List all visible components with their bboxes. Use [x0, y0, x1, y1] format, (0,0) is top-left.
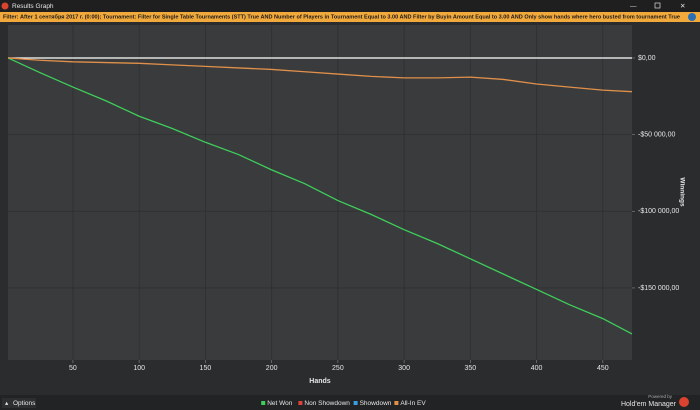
legend-label: Net Won — [267, 400, 293, 407]
grid — [8, 25, 635, 363]
close-button[interactable]: ✕ — [680, 3, 685, 10]
footer — [0, 395, 700, 410]
maximize-button[interactable] — [654, 2, 661, 9]
app-icon — [1, 2, 9, 10]
x-tick-label: 100 — [133, 365, 145, 372]
legend-swatch — [261, 401, 266, 405]
x-tick-label: 150 — [200, 365, 212, 372]
x-tick-label: 400 — [531, 365, 543, 372]
series-line — [7, 57, 633, 335]
title-bar — [0, 0, 700, 12]
legend-label: Showdown — [360, 400, 392, 407]
options-label: Options — [13, 400, 36, 407]
legend-swatch — [298, 401, 303, 405]
y-tick-label: -$150 000,00 — [638, 285, 679, 292]
plot-area — [8, 25, 632, 360]
legend-swatch — [353, 401, 358, 405]
y-axis-label: Winnings — [678, 177, 685, 207]
filter-text: After 1 сентября 2017 г. (0:00); Tournam… — [20, 13, 680, 20]
options-button[interactable] — [2, 398, 36, 408]
legend-label: All-In EV — [400, 400, 426, 407]
brand: Hold'em Manager — [621, 401, 677, 408]
window-title: Results Graph — [12, 3, 54, 10]
legend-swatch — [394, 401, 399, 405]
y-tick-label: -$50 000,00 — [638, 131, 675, 138]
x-tick-label: 200 — [266, 365, 278, 372]
help-icon[interactable] — [688, 13, 696, 21]
lines — [7, 57, 633, 335]
filter-bar — [0, 12, 700, 22]
x-tick-label: 450 — [597, 365, 609, 372]
y-tick-label: $0,00 — [638, 55, 656, 62]
options-caret: ▴ — [5, 400, 9, 407]
x-tick-label: 350 — [465, 365, 477, 372]
legend: Net Won Non Showdown Showdown All-In EV — [261, 400, 426, 407]
x-tick-label: 300 — [398, 365, 410, 372]
legend-label: Non Showdown — [304, 400, 350, 407]
brand-logo — [679, 397, 689, 407]
powered-by: Powered by — [648, 394, 673, 399]
series-line — [7, 57, 633, 93]
y-tick-label: -$100 000,00 — [638, 208, 679, 215]
filter-label: Filter: — [3, 14, 19, 20]
x-tick-label: 50 — [69, 365, 77, 372]
x-tick-label: 250 — [332, 365, 344, 372]
minimize-button[interactable]: — — [630, 3, 637, 10]
x-axis-label: Hands — [309, 378, 331, 385]
